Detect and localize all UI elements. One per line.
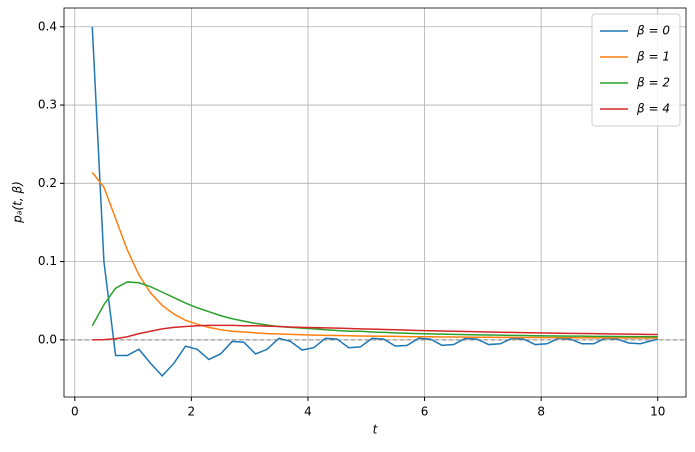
x-tick-label: 4 [304, 405, 312, 419]
legend: β = 0 β = 1 β = 2 β = 4 [591, 13, 681, 127]
y-tick-label: 0.2 [38, 176, 57, 190]
x-tick-label: 6 [421, 405, 429, 419]
legend-label: β = 2 [636, 76, 670, 90]
y-tick-label: 0.4 [38, 19, 57, 33]
legend-label: β = 1 [636, 50, 670, 64]
y-axis-label: pₐ(t, β) [11, 181, 25, 224]
plot-frame [63, 7, 687, 398]
legend-label: β = 4 [636, 102, 670, 116]
x-tick-label: 2 [188, 405, 196, 419]
series-line [91, 171, 658, 339]
x-tick-label: 8 [537, 405, 545, 419]
series-line [91, 26, 658, 377]
y-tick-label: 0.1 [38, 254, 57, 268]
y-tick-label: 0.3 [38, 98, 57, 112]
x-axis-label: t [373, 423, 379, 437]
series-line [91, 281, 658, 338]
x-tick-label: 10 [650, 405, 665, 419]
legend-label: β = 0 [636, 24, 670, 38]
legend-box [591, 13, 681, 127]
x-tick-label: 0 [71, 405, 79, 419]
series-line [92, 324, 658, 341]
y-tick-label: 0.0 [38, 332, 57, 346]
